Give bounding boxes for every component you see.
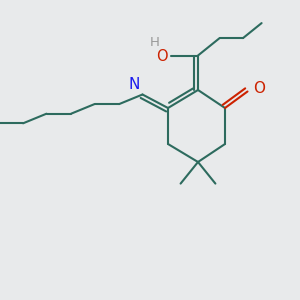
Text: N: N — [129, 77, 140, 92]
Text: O: O — [253, 81, 265, 96]
Text: O: O — [156, 49, 167, 64]
Text: H: H — [150, 36, 159, 50]
